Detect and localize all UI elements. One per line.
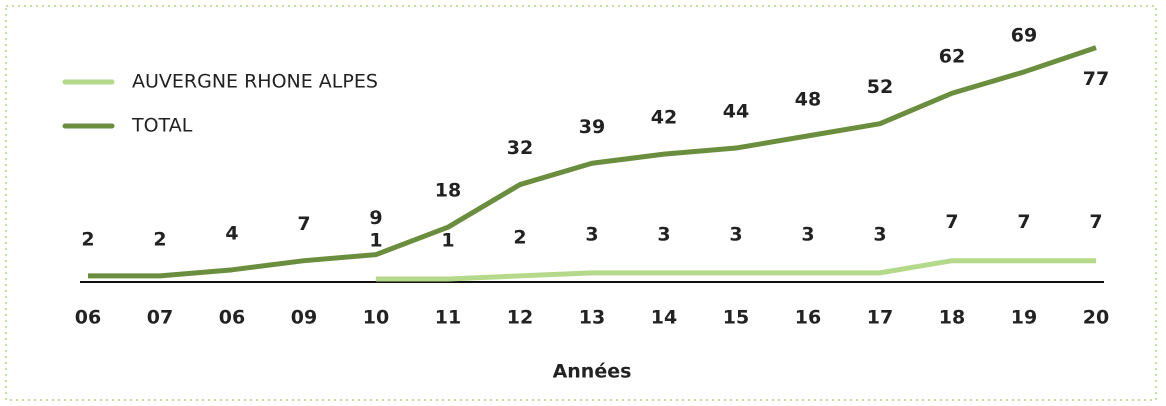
data-label: 44 xyxy=(723,101,749,123)
frame xyxy=(5,5,1157,401)
data-label: 3 xyxy=(729,223,742,245)
x-tick-label: 06 xyxy=(219,307,245,329)
data-label: 2 xyxy=(513,226,526,248)
data-label: 7 xyxy=(297,213,310,235)
x-tick-label: 15 xyxy=(723,307,749,329)
x-tick-label: 18 xyxy=(939,307,965,329)
x-tick-label: 10 xyxy=(363,307,389,329)
x-tick-label: 13 xyxy=(579,307,605,329)
data-label: 42 xyxy=(651,107,677,129)
series-line xyxy=(376,258,1096,282)
data-label: 4 xyxy=(225,222,238,244)
data-label: 39 xyxy=(579,116,605,138)
data-label: 62 xyxy=(939,46,965,68)
data-label: 2 xyxy=(81,228,94,250)
data-label: 7 xyxy=(1089,211,1102,233)
x-tick-label: 20 xyxy=(1083,307,1109,329)
data-label: 3 xyxy=(873,223,886,245)
data-label: 18 xyxy=(435,180,461,202)
data-label: 9 xyxy=(369,207,382,229)
x-tick-label: 14 xyxy=(651,307,677,329)
x-tick-label: 19 xyxy=(1011,307,1037,329)
data-label: 7 xyxy=(945,211,958,233)
x-tick-label: 12 xyxy=(507,307,533,329)
data-label: 52 xyxy=(867,76,893,98)
data-label: 7 xyxy=(1017,211,1030,233)
x-tick-label: 06 xyxy=(75,307,101,329)
data-label: 3 xyxy=(657,223,670,245)
x-tick-label: 09 xyxy=(291,307,317,329)
x-tick-label: 16 xyxy=(795,307,821,329)
data-label: 77 xyxy=(1083,68,1109,90)
legend-label: AUVERGNE RHONE ALPES xyxy=(132,71,378,93)
data-label: 69 xyxy=(1011,24,1037,46)
data-label: 48 xyxy=(795,88,821,110)
x-tick-label: 11 xyxy=(435,307,461,329)
data-label: 2 xyxy=(153,228,166,250)
data-label: 1 xyxy=(441,229,454,251)
series-line xyxy=(88,45,1097,279)
data-label: 3 xyxy=(801,223,814,245)
x-tick-label: 07 xyxy=(147,307,173,329)
legend-label: TOTAL xyxy=(131,115,193,137)
x-axis-title: Années xyxy=(553,361,632,383)
data-label: 3 xyxy=(585,223,598,245)
data-label: 32 xyxy=(507,137,533,159)
data-label: 1 xyxy=(369,229,382,251)
x-tick-label: 17 xyxy=(867,307,893,329)
